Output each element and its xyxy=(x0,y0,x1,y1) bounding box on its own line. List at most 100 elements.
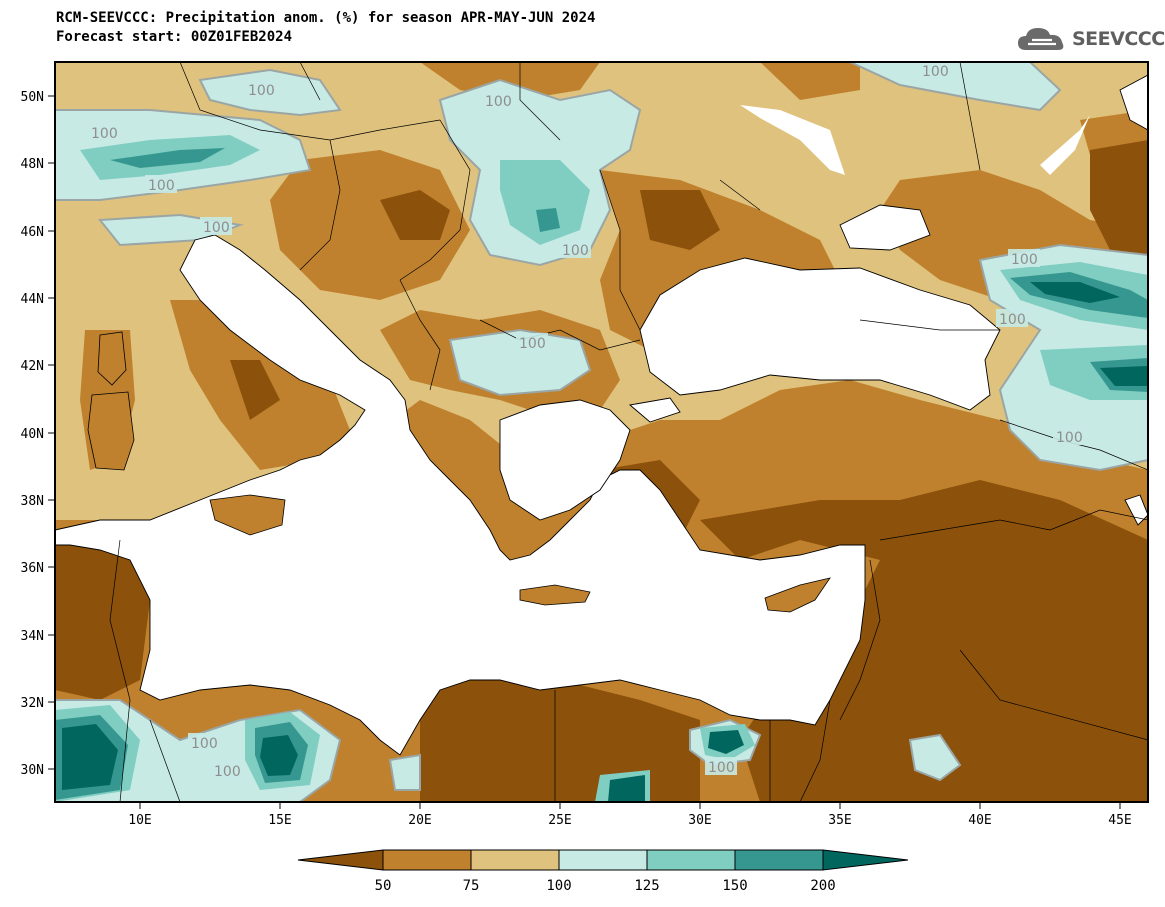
longitude-axis: 10E 15E 20E 25E 30E 35E 40E 45E xyxy=(128,802,1132,828)
contour-label: 100 xyxy=(996,309,1028,328)
lat-tick: 42N xyxy=(21,359,55,374)
contour-label: 100 xyxy=(1008,249,1040,268)
map-title: RCM-SEEVCCC: Precipitation anom. (%) for… xyxy=(56,10,596,26)
svg-text:30E: 30E xyxy=(688,813,711,828)
lat-tick: 36N xyxy=(21,561,55,576)
lon-tick: 30E xyxy=(688,802,712,828)
svg-text:30N: 30N xyxy=(21,763,44,778)
contour-label: 100 xyxy=(88,123,120,142)
svg-text:100: 100 xyxy=(1011,252,1038,268)
latitude-axis: 50N 48N 46N 44N 42N 40N 38N 36N 34N 32N … xyxy=(21,90,55,778)
svg-text:100: 100 xyxy=(519,336,546,352)
contour-label: 100 xyxy=(1053,427,1085,446)
svg-text:38N: 38N xyxy=(21,494,44,509)
lat-tick: 50N xyxy=(21,90,55,105)
lon-tick: 45E xyxy=(1108,802,1132,828)
lat-tick: 44N xyxy=(21,292,55,307)
svg-text:100: 100 xyxy=(999,312,1026,328)
caspian-sea xyxy=(1119,74,1148,131)
svg-text:50N: 50N xyxy=(21,90,44,105)
lat-tick: 46N xyxy=(21,225,55,240)
contour-label: 100 xyxy=(705,757,737,776)
contour-label: 100 xyxy=(188,733,220,752)
svg-text:100: 100 xyxy=(91,126,118,142)
colorbar-tick-label: 100 xyxy=(546,878,571,894)
svg-text:100: 100 xyxy=(203,220,230,236)
lon-tick: 40E xyxy=(968,802,992,828)
sardinia xyxy=(87,391,135,471)
lakes xyxy=(740,105,1090,175)
colorbar-tick-label: 200 xyxy=(810,878,835,894)
colorbar-segment xyxy=(558,849,648,871)
svg-text:46N: 46N xyxy=(21,225,44,240)
country-borders xyxy=(109,62,1148,802)
lon-tick: 20E xyxy=(408,802,432,828)
lat-tick: 32N xyxy=(21,696,55,711)
marmara-sea xyxy=(628,397,681,423)
svg-text:100: 100 xyxy=(485,94,512,110)
svg-text:40N: 40N xyxy=(21,427,44,442)
svg-text:44N: 44N xyxy=(21,292,44,307)
colorbar-segment xyxy=(646,849,736,871)
azov-sea xyxy=(839,204,931,251)
svg-text:48N: 48N xyxy=(21,157,44,172)
islands xyxy=(87,331,831,613)
seevccc-logo: SEEVCCC xyxy=(1016,22,1165,56)
colorbar-tick-label: 75 xyxy=(463,878,480,894)
svg-text:35E: 35E xyxy=(828,813,851,828)
sicily xyxy=(209,494,286,536)
lat-tick: 34N xyxy=(21,629,55,644)
contour-labels: 100 100 100 100 100 100 100 100 100 100 … xyxy=(88,62,1085,780)
colorbar-segment xyxy=(822,849,909,871)
colorbar-segment xyxy=(382,849,472,871)
field-above-200 xyxy=(62,282,1148,802)
lon-tick: 25E xyxy=(548,802,572,828)
seas xyxy=(55,74,1148,756)
svg-text:34N: 34N xyxy=(21,629,44,644)
black-sea xyxy=(639,257,1001,411)
svg-text:100: 100 xyxy=(562,243,589,259)
svg-text:100: 100 xyxy=(1056,430,1083,446)
contour-label: 100 xyxy=(516,333,548,352)
aegean-sea xyxy=(499,399,631,521)
svg-text:100: 100 xyxy=(708,760,735,776)
contour-label: 100 xyxy=(559,240,591,259)
colorbar-tick-label: 50 xyxy=(375,878,392,894)
contour-label: 100 xyxy=(919,62,951,80)
colorbar-segment xyxy=(470,849,560,871)
corsica xyxy=(97,331,127,386)
map-frame xyxy=(54,61,1149,803)
svg-text:42N: 42N xyxy=(21,359,44,374)
svg-text:100: 100 xyxy=(248,83,275,99)
lat-tick: 48N xyxy=(21,157,55,172)
svg-text:40E: 40E xyxy=(968,813,991,828)
colorbar: 50 75 100 125 150 200 xyxy=(297,849,909,894)
svg-text:15E: 15E xyxy=(268,813,291,828)
colorbar-segment xyxy=(297,849,384,871)
svg-text:100: 100 xyxy=(148,178,175,194)
lon-tick: 10E xyxy=(128,802,152,828)
svg-text:25E: 25E xyxy=(548,813,571,828)
contour-label: 100 xyxy=(245,80,277,99)
contour-label: 100 xyxy=(482,91,514,110)
svg-text:10E: 10E xyxy=(128,813,151,828)
contour-label: 100 xyxy=(145,175,177,194)
cyprus xyxy=(764,577,831,613)
lon-tick: 35E xyxy=(828,802,852,828)
svg-text:20E: 20E xyxy=(408,813,431,828)
colorbar-segment xyxy=(734,849,824,871)
forecast-start-label: Forecast start: 00Z01FEB2024 xyxy=(56,29,293,45)
cloud-icon xyxy=(1018,28,1064,50)
colorbar-tick-label: 125 xyxy=(634,878,659,894)
colorbar-ticks: 50 75 100 125 150 200 xyxy=(375,878,836,894)
crete xyxy=(519,584,591,606)
lat-tick: 40N xyxy=(21,427,55,442)
svg-text:100: 100 xyxy=(922,64,949,80)
svg-text:100: 100 xyxy=(191,736,218,752)
lat-tick: 30N xyxy=(21,763,55,778)
colorbar-tick-label: 150 xyxy=(722,878,747,894)
logo-text: SEEVCCC xyxy=(1072,28,1165,50)
lon-tick: 15E xyxy=(268,802,292,828)
svg-text:36N: 36N xyxy=(21,561,44,576)
